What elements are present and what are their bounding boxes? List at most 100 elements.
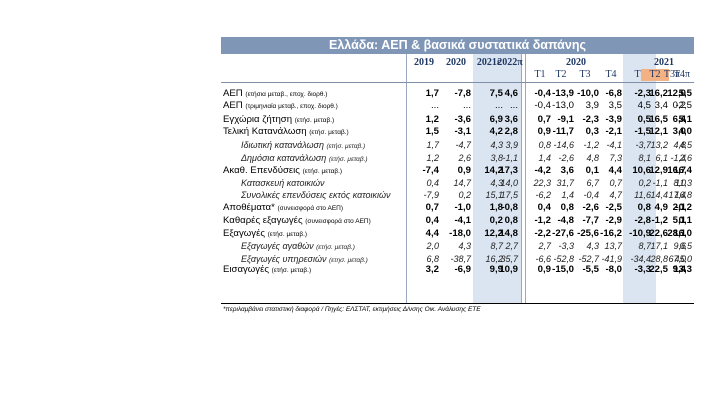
- q-header-2021-t2: Τ2: [641, 69, 669, 81]
- table-cell: 0,8: [560, 202, 574, 213]
- table-cell: 3,9: [585, 100, 599, 111]
- table-cell: -52,7: [578, 254, 599, 264]
- table-cell: 5,1: [672, 215, 686, 226]
- table-cell: 8,7: [638, 241, 651, 251]
- table-cell: 0,8: [538, 140, 551, 150]
- table-cell: -9,1: [557, 114, 574, 125]
- table-cell: 4,8: [673, 140, 686, 150]
- table-cell: 10,9: [499, 264, 518, 275]
- table-cell: -25,6: [577, 228, 599, 239]
- table-cell: 22,6: [649, 228, 668, 239]
- table-row: -7,9 0,2 15,1 17,5 -6,2 1,4 -0,4 4,7 11,6 14,4 17,…: [221, 189, 694, 201]
- table-cell: 0,2: [638, 178, 651, 188]
- table-cell: 1,7: [425, 88, 439, 99]
- row-label: Εξαγωγές αγαθών (ετήσ. μεταβ.): [241, 240, 355, 254]
- table-cell: 2,6: [679, 153, 692, 163]
- table-cell: 8,7: [490, 241, 503, 251]
- table-cell: 14,8: [499, 228, 518, 239]
- row-label: Κατασκευή κατοικιών: [241, 177, 325, 189]
- row-label: Δημόσια κατανάλωση (ετήσ. μεταβ.): [241, 152, 368, 166]
- table-row: 2,0 4,3 8,7 2,7 2,7 -3,3 4,3 13,7 8,7 17,1 9,6 0,5: [221, 240, 694, 252]
- table-cell: 0,9: [537, 126, 551, 137]
- row-label-main: Αποθέματα*: [223, 202, 275, 213]
- table-cell: 12,0: [667, 88, 686, 99]
- table-cell: -0,4: [534, 100, 551, 111]
- table-cell: -41,9: [601, 254, 622, 264]
- table-cell: 4,3: [458, 241, 471, 251]
- table-cell: 14,4: [650, 190, 668, 200]
- table-cell: 11,3: [675, 178, 692, 188]
- separator-2020: [521, 54, 522, 304]
- table-cell: 1,4: [561, 190, 574, 200]
- table-cell: -52,8: [553, 254, 574, 264]
- table-cell: -3,3: [558, 241, 574, 251]
- table-cell: 8,1: [638, 153, 651, 163]
- table-cell: 10,6: [632, 165, 651, 176]
- q-header-2020-t3: Τ3: [579, 69, 591, 80]
- table-row: 4,4 -18,0 12,2 14,8 -2,2 -27,6 -25,6 -16,2 -10,9…: [221, 228, 694, 240]
- row-label-main: Εξαγωγές υπηρεσιών: [241, 254, 327, 264]
- table-cell: -6,6: [535, 254, 551, 264]
- bottom-rule: [221, 303, 694, 304]
- table-cell: 28,1: [667, 228, 686, 239]
- table-cell: 2,8: [504, 126, 518, 137]
- table-cell: -1,5: [634, 126, 651, 137]
- row-label: Ακαθ. Επενδύσεις (ετήσ. μεταβ.): [223, 165, 342, 178]
- row-label-note: (ετήσ. μεταβ.): [271, 267, 312, 274]
- table-cell: -0,4: [583, 190, 599, 200]
- table-cell: 2,1: [672, 202, 686, 213]
- table-cell: 0,1: [585, 165, 599, 176]
- table-cell: 22,5: [649, 264, 668, 275]
- table-cell: 17,1: [650, 241, 668, 251]
- table-cell: 2,6: [458, 153, 471, 163]
- table-cell: 22,3: [533, 178, 551, 188]
- table-cell: 0,2: [458, 190, 471, 200]
- q-header-2021-t3p: Τ3π: [663, 69, 681, 80]
- table-cell: 1,2: [426, 153, 439, 163]
- table-cell: -4,1: [606, 140, 622, 150]
- table-cell: 28,8: [650, 254, 668, 264]
- table-cell: 1,7: [426, 140, 439, 150]
- row-label: ΑΕΠ (ετήσια μεταβ., εποχ. διορθ.): [223, 88, 327, 101]
- table-cell: -11,7: [552, 126, 574, 137]
- table-cell: 4,3: [490, 178, 503, 188]
- table-cell: -13,0: [552, 100, 574, 111]
- table-cell: 4,4: [608, 165, 622, 176]
- table-cell: -1,1: [652, 178, 668, 188]
- table-cell: 35,7: [500, 254, 518, 264]
- table-cell: 0,8: [504, 215, 518, 226]
- table-cell: 7,5: [489, 88, 503, 99]
- table-cell: 16,5: [649, 114, 668, 125]
- row-label-main: Συνολικές επενδύσεις εκτός κατοικιών: [241, 190, 391, 200]
- table-cell: 16,8: [674, 190, 692, 200]
- table-cell: -2,5: [675, 100, 692, 111]
- table-footnote: *περιλαμβάνει στατιστική διαφορά / Πηγές…: [223, 306, 481, 313]
- row-label-main: Εγχώρια ζήτηση: [223, 114, 293, 125]
- row-label-note: (συνεισφορά στο ΑΕΠ): [305, 218, 371, 225]
- table-cell: 9,9: [489, 264, 503, 275]
- table-cell: -2,2: [534, 228, 551, 239]
- row-label: Ιδιωτική κατανάλωση (ετήσ. μεταβ.): [241, 139, 365, 153]
- table-row: 6,8 -38,7 16,2 35,7 -6,6 -52,8 -52,7 -41,9 -34,4…: [221, 253, 694, 265]
- table-cell: 5,1: [678, 114, 692, 125]
- table-cell: 0,2: [672, 100, 686, 111]
- table-cell: 7,3: [609, 153, 622, 163]
- table-cell: 3,2: [425, 264, 439, 275]
- table-cell: 13,3: [673, 264, 692, 275]
- table-cell: -6,8: [605, 88, 622, 99]
- header-rule: [221, 82, 694, 83]
- table-cell: 4,5: [679, 140, 692, 150]
- row-label-note: (ετήσ. μεταβ.): [316, 244, 355, 251]
- table-cell: -4,1: [454, 215, 471, 226]
- table-cell: 12,9: [649, 165, 668, 176]
- table-cell: -7,8: [454, 88, 471, 99]
- table-cell: 16,4: [673, 165, 692, 176]
- table-cell: -5,5: [582, 264, 599, 275]
- table-cell: 0,7: [537, 114, 551, 125]
- row-label: Εξαγωγές (ετήσ. μεταβ.): [223, 228, 307, 241]
- table-cell: 0,9: [537, 264, 551, 275]
- table-cell: 4,8: [586, 153, 599, 163]
- table-cell: -2,6: [582, 202, 599, 213]
- table-cell: 6,9: [489, 114, 503, 125]
- row-label: Συνολικές επενδύσεις εκτός κατοικιών: [241, 189, 391, 201]
